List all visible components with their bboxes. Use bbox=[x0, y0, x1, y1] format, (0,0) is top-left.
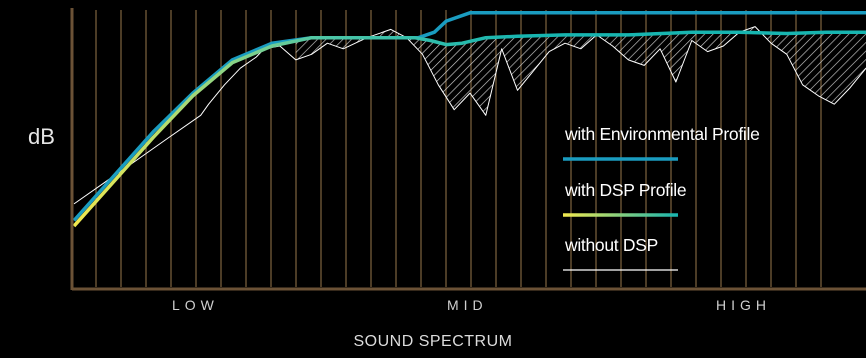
x-tick-low: LOW bbox=[172, 297, 219, 313]
vertical-gridlines bbox=[95, 10, 822, 287]
x-tick-mid: MID bbox=[447, 297, 488, 313]
hatched-area bbox=[295, 26, 866, 116]
legend-label-dsp: with DSP Profile bbox=[565, 180, 687, 200]
series-lines bbox=[72, 11, 866, 228]
difference-hatching bbox=[295, 26, 866, 116]
series-line-without-dsp bbox=[73, 26, 866, 205]
axes bbox=[70, 8, 866, 291]
legend-swatches bbox=[563, 157, 678, 271]
x-axis-label: SOUND SPECTRUM bbox=[353, 333, 513, 350]
legend-label-environmental: with Environmental Profile bbox=[565, 124, 760, 144]
x-tick-high: HIGH bbox=[716, 297, 771, 313]
legend-label-without-dsp: without DSP bbox=[565, 235, 658, 255]
y-axis-label: dB bbox=[28, 124, 55, 149]
series-line-dsp bbox=[72, 30, 866, 228]
